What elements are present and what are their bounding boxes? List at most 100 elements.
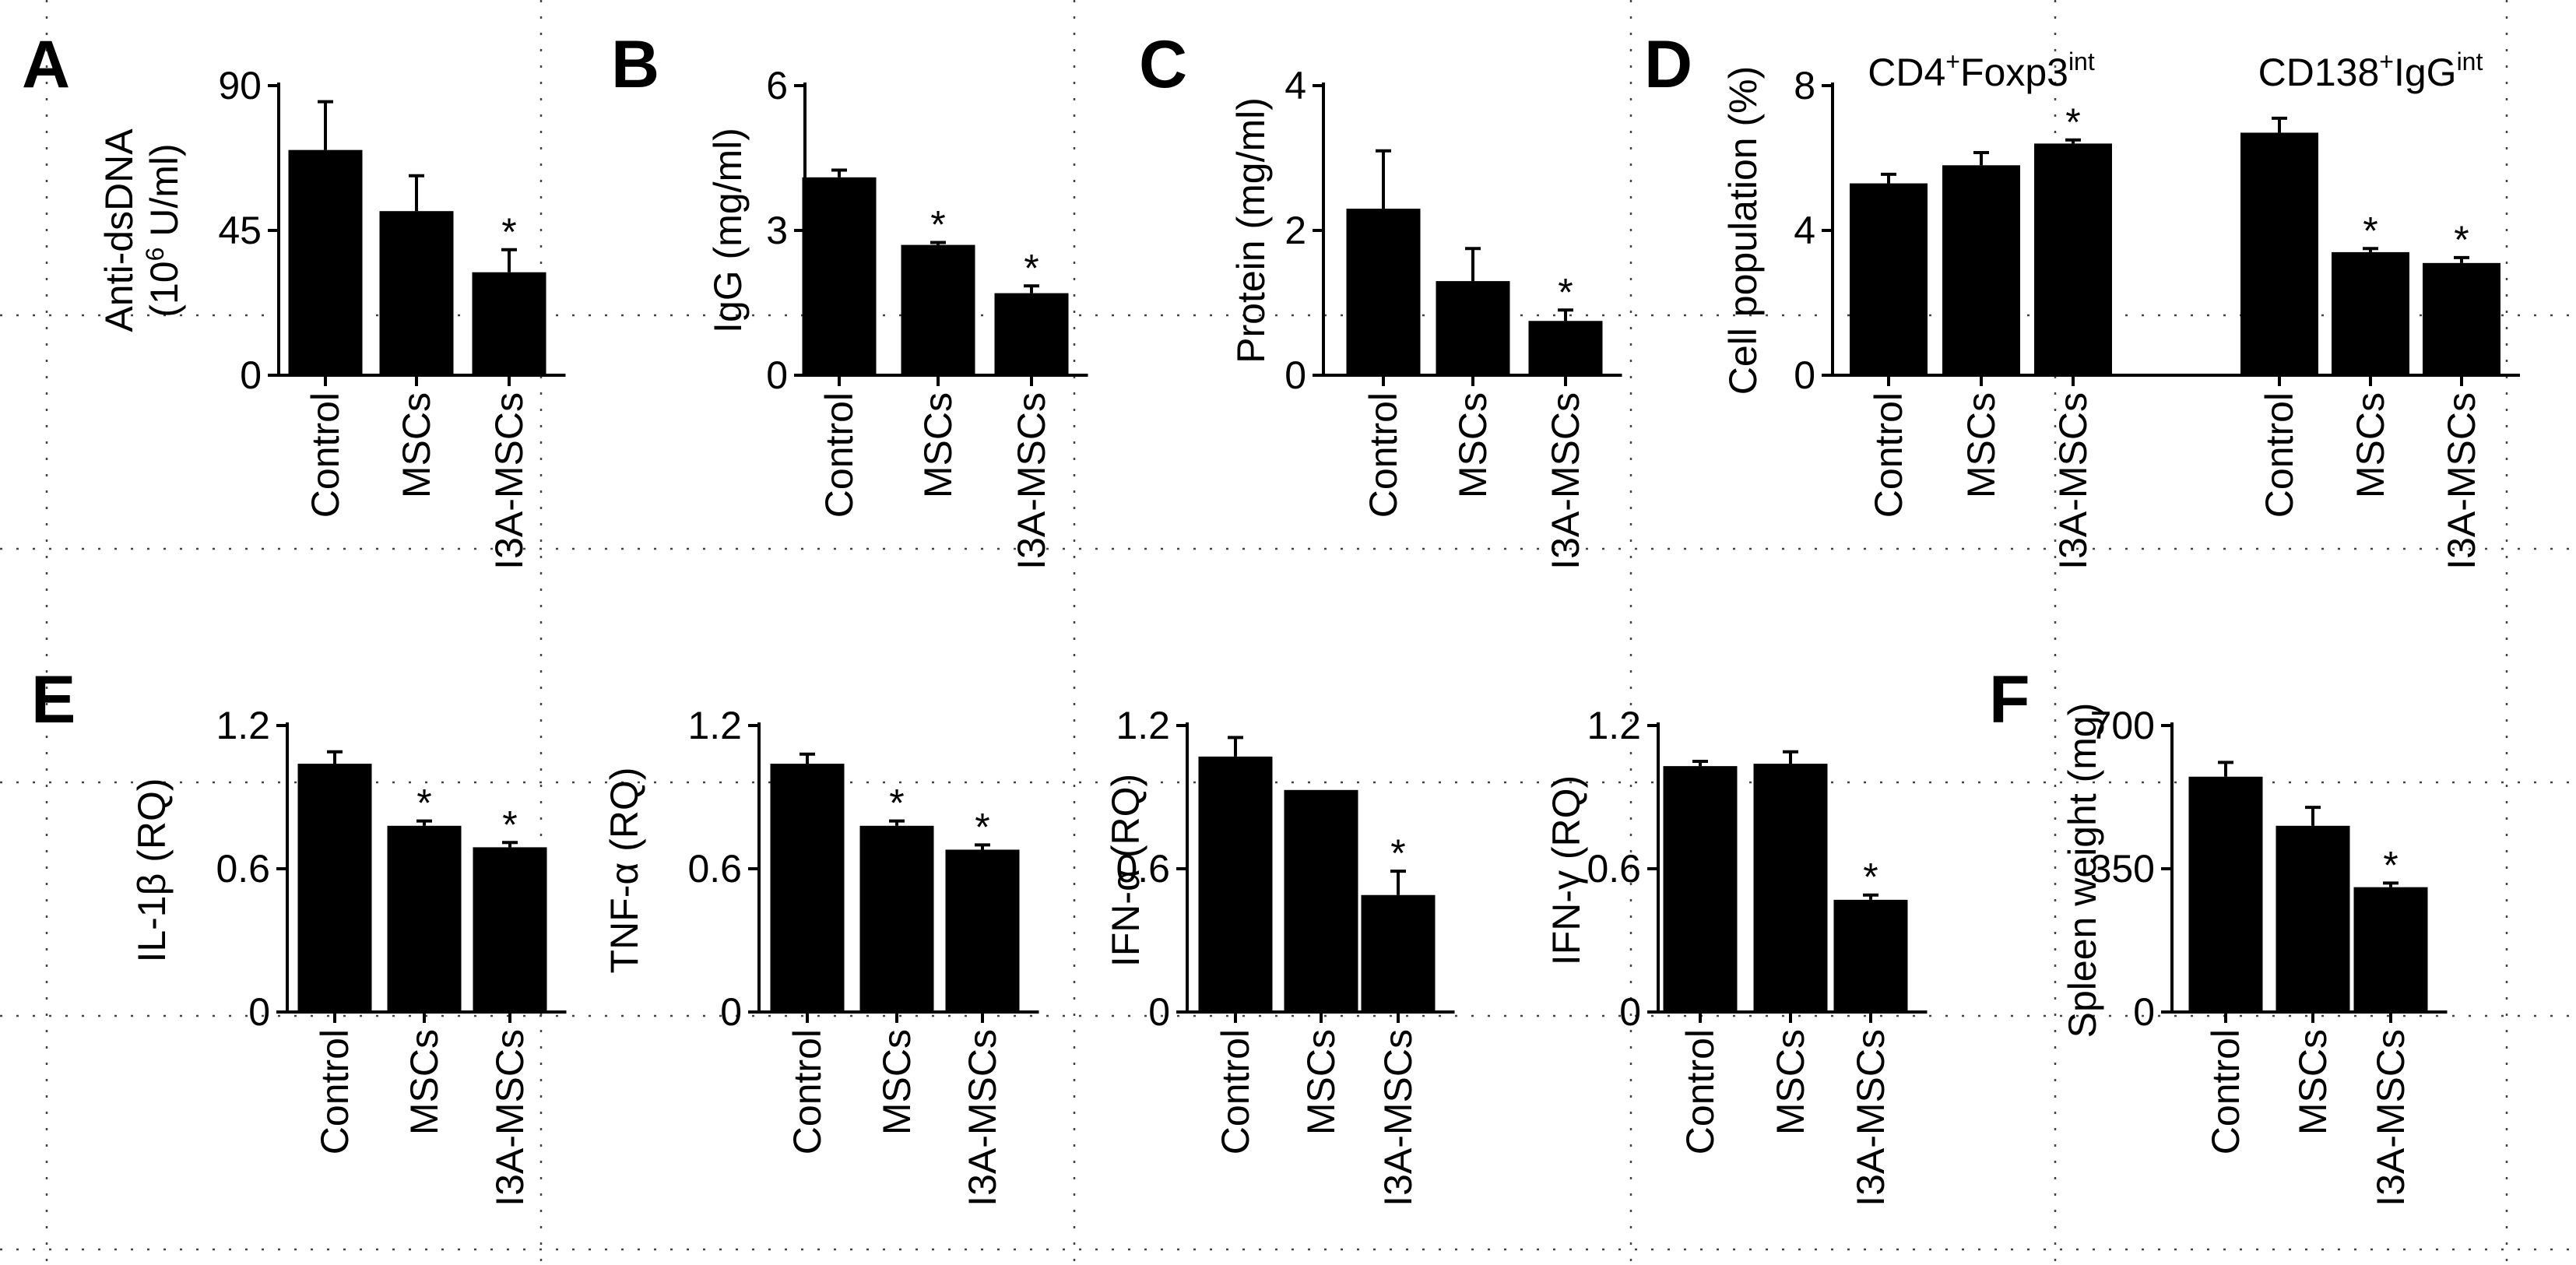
y-tick-label: 0.6	[1116, 847, 1170, 891]
y-tick-label: 700	[2090, 704, 2155, 747]
significance-marker: *	[502, 803, 517, 846]
bar-control	[1198, 756, 1273, 1012]
bar-mscs	[387, 825, 462, 1012]
significance-marker: *	[2363, 209, 2377, 252]
y-axis-label-line: (106 U/ml)	[141, 143, 186, 317]
panel-e2: 0 0.6 1.2 TNF-α (RQ) Control * MSCs * I3A-MSCs	[603, 704, 1039, 1207]
y-axis-label-sup: 6	[141, 248, 169, 262]
panel-e3: 0 0.6 1.2 IFN-α (RQ) Control MSCs * I3A-MSCs	[1104, 704, 1455, 1207]
y-axis-label: IgG (mg/ml)	[706, 128, 750, 333]
y-tick-label: 0	[248, 990, 270, 1034]
y-tick-label: 6	[766, 64, 788, 107]
group-label: CD4+Foxp3int	[1868, 47, 2095, 94]
bar-control	[770, 764, 845, 1012]
panel-letter: D	[1644, 27, 1692, 102]
y-tick-label: 0	[766, 353, 788, 397]
bar-i3a-mscs	[2034, 143, 2112, 375]
y-axis-label: Anti-dsDNA(106 U/ml)	[97, 128, 186, 332]
bar-control	[802, 177, 877, 375]
group-label-sup: +	[1945, 47, 1960, 76]
bar-mscs	[2276, 825, 2350, 1012]
y-tick-label: 1.2	[216, 704, 270, 747]
category-label: I3A-MSCs	[1849, 1029, 1892, 1207]
panel-e4: 0 0.6 1.2 IFN-γ (RQ) Control MSCs * I3A-MSCs	[1545, 704, 1928, 1207]
bar-i3a-mscs	[472, 272, 546, 375]
bar-mscs	[1436, 281, 1510, 375]
y-tick-label: 0	[240, 353, 262, 397]
category-label: Control	[1867, 392, 1910, 518]
bar-mscs	[1942, 165, 2020, 376]
category-label: Control	[785, 1029, 829, 1154]
y-axis-label-line: Protein (mg/ml)	[1229, 97, 1273, 364]
category-label: Control	[1214, 1029, 1257, 1154]
bar-mscs	[1284, 789, 1358, 1012]
group-label-part: CD138	[2258, 51, 2380, 94]
significance-marker: *	[2454, 218, 2469, 262]
category-label: I3A-MSCs	[2051, 392, 2095, 570]
category-label: MSCs	[1959, 392, 2003, 498]
category-label: MSCs	[1451, 392, 1495, 498]
y-tick-label: 0	[2133, 990, 2155, 1034]
y-axis-label: TNF-α (RQ)	[603, 768, 646, 974]
bar-mscs	[901, 244, 975, 375]
category-label: Control	[1362, 392, 1405, 518]
y-tick-label: 2	[1284, 209, 1306, 252]
y-tick-label: 45	[218, 209, 262, 252]
y-tick-label: 0.6	[216, 847, 270, 891]
bar-control	[1663, 766, 1738, 1012]
y-axis-label: Protein (mg/ml)	[1229, 97, 1273, 364]
category-label: Control	[2258, 392, 2301, 518]
category-label: I3A-MSCs	[1010, 392, 1053, 570]
y-axis-label-line: IL-1β (RQ)	[130, 778, 174, 962]
significance-marker: *	[416, 782, 431, 825]
significance-marker: *	[975, 805, 989, 849]
significance-marker: *	[2383, 843, 2398, 887]
category-label: I3A-MSCs	[2369, 1029, 2413, 1207]
y-tick-label: 0.6	[1587, 847, 1641, 891]
panel-a: A 0 45 90 Anti-dsDNA(106 U/ml) Control MSCs * I3…	[22, 27, 566, 570]
category-label: MSCs	[2349, 392, 2392, 498]
y-axis-label-line: TNF-α (RQ)	[603, 768, 646, 974]
bar-control	[2240, 132, 2318, 375]
y-axis-label-part: U/ml)	[142, 143, 186, 247]
panel-letter: F	[1989, 662, 2030, 737]
category-label: I3A-MSCs	[1544, 392, 1587, 570]
bar-i3a-mscs	[2423, 262, 2500, 375]
bar-i3a-mscs	[945, 849, 1020, 1012]
significance-marker: *	[889, 782, 904, 825]
significance-marker: *	[1863, 856, 1878, 899]
y-tick-label: 350	[2090, 847, 2155, 891]
category-label: MSCs	[875, 1029, 919, 1135]
y-axis-label: Cell population (%)	[1721, 66, 1765, 395]
category-label: I3A-MSCs	[961, 1029, 1004, 1207]
group-label-part: CD4	[1868, 51, 1945, 94]
bar-control	[1850, 183, 1928, 375]
bar-control	[1346, 209, 1421, 375]
bar-i3a-mscs	[473, 847, 547, 1012]
bar-mscs	[379, 211, 454, 375]
y-axis-label: Spleen weight (mg)	[2061, 703, 2104, 1038]
category-label: MSCs	[395, 392, 438, 498]
category-label: I3A-MSCs	[1376, 1029, 1420, 1207]
y-tick-label: 8	[1794, 64, 1815, 107]
bar-control	[297, 764, 372, 1012]
group-label-part: IgG	[2394, 51, 2457, 94]
y-tick-label: 1.2	[687, 704, 742, 747]
y-tick-label: 4	[1284, 64, 1306, 107]
significance-marker: *	[2065, 100, 2080, 144]
group-label: CD138+IgGint	[2258, 47, 2483, 94]
category-label: Control	[304, 392, 347, 518]
bar-mscs	[2332, 251, 2409, 375]
y-axis-label-line: Cell population (%)	[1721, 66, 1765, 395]
panel-e1: E 0 0.6 1.2 IL-1β (RQ) Control * MSCs * I3A-MSCs	[31, 662, 567, 1207]
group-label-sup: +	[2379, 47, 2394, 76]
y-tick-label: 90	[218, 64, 262, 107]
significance-marker: *	[501, 210, 516, 254]
category-label: I3A-MSCs	[487, 392, 531, 570]
category-label: MSCs	[1769, 1029, 1812, 1135]
bar-control	[288, 149, 363, 375]
group-label-sup: int	[2457, 47, 2483, 76]
panel-b: B 0 3 6 IgG (mg/ml) Control * MSCs * I3A-MSCs	[611, 27, 1088, 570]
